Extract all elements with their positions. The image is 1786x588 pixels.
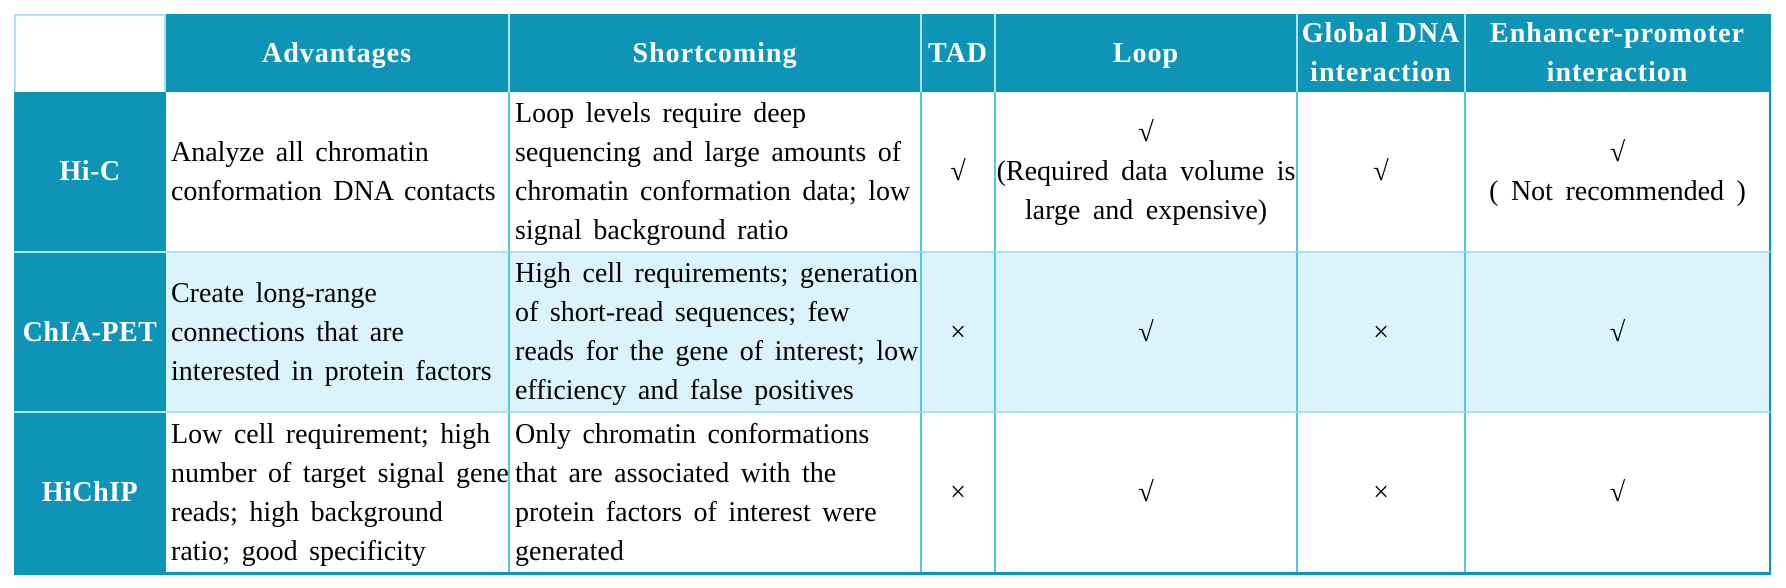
header-tad: TAD — [922, 14, 996, 92]
header-advantages: Advantages — [166, 14, 510, 92]
chia-pet-loop: √ — [996, 251, 1298, 411]
hi-c-enhancer-promoter: √ ( Not recommended ) — [1466, 92, 1771, 251]
hi-c-advantages: Analyze all chromatin conformation DNA c… — [166, 92, 510, 251]
hichip-shortcoming: Only chromatin conformations that are as… — [510, 411, 922, 572]
chia-pet-advantages: Create long-range connections that are i… — [166, 251, 510, 411]
header-loop: Loop — [996, 14, 1298, 92]
method-comparison-table: Advantages Shortcoming TAD Loop Global D… — [14, 14, 1771, 575]
hi-c-shortcoming: Loop levels require deep sequencing and … — [510, 92, 922, 251]
hichip-advantages: Low cell requirement; high number of tar… — [166, 411, 510, 572]
hichip-global-dna: × — [1298, 411, 1466, 572]
row-label-hi-c: Hi-C — [14, 92, 166, 251]
hi-c-global-dna: √ — [1298, 92, 1466, 251]
header-enhancer-promoter-interaction: Enhancer-promoter interaction — [1466, 14, 1771, 92]
hichip-loop: √ — [996, 411, 1298, 572]
header-corner-cell — [14, 14, 166, 92]
hi-c-loop: √ (Required data volume is large and exp… — [996, 92, 1298, 251]
row-label-hichip: HiChIP — [14, 411, 166, 572]
hi-c-tad: √ — [922, 92, 996, 251]
chia-pet-shortcoming: High cell requirements; generation of sh… — [510, 251, 922, 411]
chia-pet-enhancer-promoter: √ — [1466, 251, 1771, 411]
hichip-enhancer-promoter: √ — [1466, 411, 1771, 572]
hichip-tad: × — [922, 411, 996, 572]
header-global-dna-interaction: Global DNA interaction — [1298, 14, 1466, 92]
header-shortcoming: Shortcoming — [510, 14, 922, 92]
chia-pet-tad: × — [922, 251, 996, 411]
row-label-chia-pet: ChIA-PET — [14, 251, 166, 411]
chia-pet-global-dna: × — [1298, 251, 1466, 411]
